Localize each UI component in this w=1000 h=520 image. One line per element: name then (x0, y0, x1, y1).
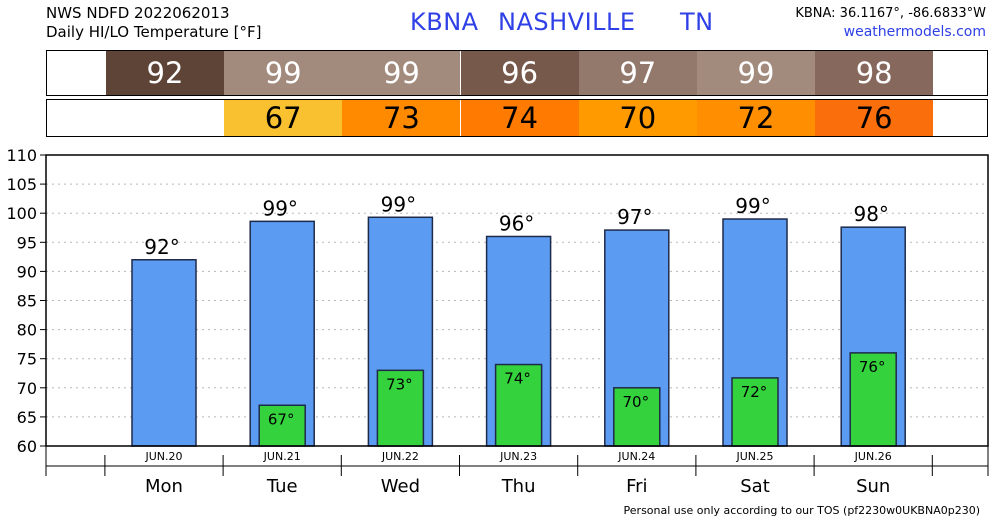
y-tick-label: 70 (17, 379, 37, 398)
date-label: JUN.20 (144, 450, 182, 463)
low-temp-bar (613, 387, 661, 447)
y-tick-label: 60 (17, 437, 37, 456)
header-coords: KBNA: 36.1167°, -86.6833°W weathermodels… (795, 4, 986, 42)
station-state: TN (680, 8, 714, 36)
date-label: JUN.26 (854, 450, 892, 463)
high-temp-bar-label: 98° (853, 202, 888, 226)
high-temp-cell: 96 (460, 51, 579, 95)
day-label: Fri (626, 476, 647, 497)
day-label: Thu (501, 476, 536, 497)
station-coordinates: KBNA: 36.1167°, -86.6833°W (795, 6, 986, 21)
y-tick-label: 110 (6, 146, 37, 165)
low-temp-cell: 67 (224, 100, 343, 136)
y-tick-label: 90 (17, 262, 37, 281)
high-temp-cell: 99 (224, 51, 343, 95)
footer-note: Personal use only according to our TOS (… (623, 504, 980, 517)
y-tick-label: 65 (17, 408, 37, 427)
high-temp-cell: 99 (696, 51, 816, 95)
low-temp-bar-label: 67° (268, 410, 295, 428)
high-temp-bar (131, 259, 197, 447)
y-tick-label: 80 (17, 321, 37, 340)
low-temp-strip: 67 73 74 70 72 76 (46, 99, 988, 137)
day-label: Wed (381, 476, 420, 497)
high-temp-bar-label: 96° (499, 211, 534, 235)
high-temp-bar-label: 99° (381, 192, 416, 216)
station-code: KBNA (410, 8, 479, 36)
low-temp-cell: 70 (578, 100, 697, 136)
site-link[interactable]: weathermodels.com (843, 24, 986, 40)
low-temp-cell (105, 100, 225, 136)
date-label: JUN.22 (381, 450, 419, 463)
high-temp-cell: 98 (815, 51, 934, 95)
low-temp-bar-label: 74° (504, 370, 531, 388)
station-city: NASHVILLE (498, 8, 636, 36)
day-label: Tue (266, 476, 298, 497)
y-tick-label: 105 (6, 175, 37, 194)
date-label: JUN.24 (617, 450, 655, 463)
bars: 92° 99° 67° 99° 73° 96° 74° 97° 70° 99° 72° 98° 76° (131, 192, 906, 447)
day-label: Sat (740, 476, 770, 497)
low-temp-bar-label: 73° (386, 375, 413, 393)
day-label: Sun (856, 476, 890, 497)
low-temp-bar-label: 76° (859, 358, 886, 376)
high-temp-bar-label: 92° (144, 235, 179, 259)
high-temp-bar-label: 97° (617, 205, 652, 229)
y-tick-label: 75 (17, 350, 37, 369)
date-label: JUN.23 (499, 450, 537, 463)
low-temp-bar (494, 363, 543, 447)
y-tick-label: 85 (17, 292, 37, 311)
model-run-label: NWS NDFD 2022062013 (46, 4, 230, 22)
low-temp-bar (849, 352, 897, 447)
high-temp-cell: 97 (578, 51, 697, 95)
low-temp-bar-label: 72° (741, 383, 768, 401)
high-temp-bar-label: 99° (735, 194, 770, 218)
header-info: NWS NDFD 2022062013 Daily HI/LO Temperat… (46, 4, 262, 42)
high-temp-strip: 92 99 99 96 97 99 98 (46, 50, 988, 96)
high-temp-cell: 92 (105, 51, 225, 95)
y-tick-label: 100 (6, 204, 37, 223)
day-label: Mon (145, 476, 183, 497)
high-temp-bar-label: 99° (262, 196, 297, 220)
low-temp-cell: 73 (342, 100, 461, 136)
date-label: JUN.21 (263, 450, 301, 463)
y-tick-label: 95 (17, 233, 37, 252)
axes: 60 65 70 75 80 85 90 95 100 105 110 JUN.20 Mon JUN.21… (6, 146, 989, 497)
grid-lines (46, 183, 988, 418)
low-temp-cell: 74 (460, 100, 579, 136)
plot-frame (45, 154, 989, 447)
low-temp-bar (258, 404, 306, 447)
low-temp-cell: 72 (696, 100, 816, 136)
date-label: JUN.25 (735, 450, 773, 463)
low-temp-cell: 76 (815, 100, 934, 136)
product-label: Daily HI/LO Temperature [°F] (46, 23, 262, 41)
low-temp-bar-label: 70° (623, 393, 650, 411)
low-temp-bar (376, 369, 425, 447)
high-temp-cell: 99 (342, 51, 461, 95)
